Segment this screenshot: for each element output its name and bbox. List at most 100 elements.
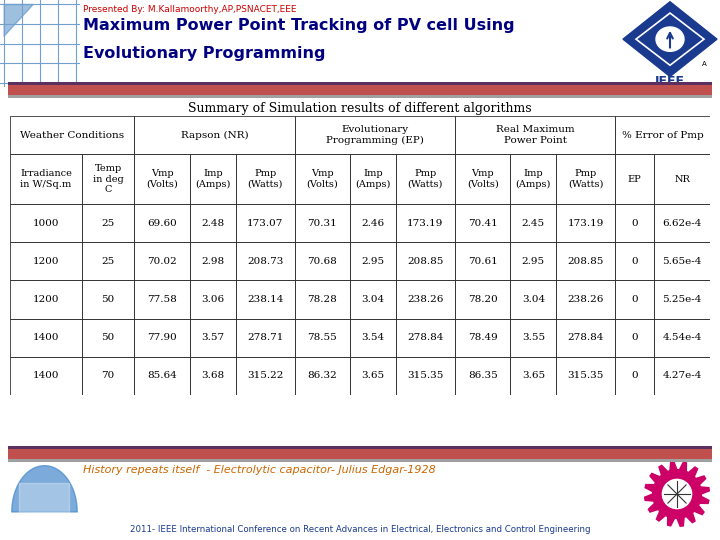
Text: 50: 50 — [102, 333, 114, 342]
Text: 315.35: 315.35 — [567, 372, 604, 380]
Bar — [350, 204, 396, 242]
Text: 1200: 1200 — [32, 295, 59, 304]
Text: Imp
(Amps): Imp (Amps) — [516, 169, 551, 189]
Polygon shape — [644, 462, 709, 526]
Bar — [190, 319, 235, 357]
Text: 77.90: 77.90 — [147, 333, 177, 342]
Text: 3.54: 3.54 — [361, 333, 384, 342]
Bar — [10, 319, 82, 357]
Bar — [135, 280, 190, 319]
Text: 70: 70 — [102, 372, 114, 380]
Bar — [455, 154, 510, 204]
Text: 173.19: 173.19 — [408, 219, 444, 227]
Text: % Error of Pmp: % Error of Pmp — [621, 131, 703, 139]
Bar — [135, 154, 190, 204]
Bar — [135, 204, 190, 242]
Text: Pmp
(Watts): Pmp (Watts) — [248, 170, 283, 188]
Bar — [455, 319, 510, 357]
Bar — [190, 154, 235, 204]
Text: 1200: 1200 — [32, 257, 59, 266]
Bar — [557, 319, 615, 357]
Bar — [294, 319, 350, 357]
Bar — [190, 242, 235, 280]
Bar — [510, 154, 557, 204]
Bar — [10, 242, 82, 280]
Bar — [294, 204, 350, 242]
Text: 25: 25 — [102, 257, 114, 266]
Text: 5.25e-4: 5.25e-4 — [662, 295, 702, 304]
Text: Vmp
(Volts): Vmp (Volts) — [146, 170, 178, 188]
Bar — [294, 204, 350, 242]
Bar — [294, 154, 350, 204]
Text: 70.02: 70.02 — [147, 257, 177, 266]
Bar — [615, 116, 710, 154]
Bar — [615, 116, 710, 154]
Text: Maximum Power Point Tracking of PV cell Using: Maximum Power Point Tracking of PV cell … — [83, 18, 515, 33]
Bar — [350, 204, 396, 242]
Bar — [615, 280, 654, 319]
Text: Irradiance
in W/Sq.m: Irradiance in W/Sq.m — [20, 170, 72, 188]
Bar — [82, 204, 135, 242]
Bar — [396, 204, 455, 242]
Bar — [10, 280, 82, 319]
Bar — [510, 280, 557, 319]
Bar — [350, 319, 396, 357]
Bar — [294, 357, 350, 395]
Bar — [654, 280, 710, 319]
Bar — [350, 154, 396, 204]
Bar — [510, 154, 557, 204]
Bar — [294, 280, 350, 319]
Text: 3.06: 3.06 — [202, 295, 225, 304]
Bar — [82, 357, 135, 395]
Bar — [396, 204, 455, 242]
Bar — [10, 204, 82, 242]
Bar — [10, 357, 82, 395]
Text: 0: 0 — [631, 333, 638, 342]
Text: 86.32: 86.32 — [307, 372, 337, 380]
Bar — [190, 280, 235, 319]
Bar — [10, 280, 82, 319]
Bar — [654, 154, 710, 204]
Text: 25: 25 — [102, 219, 114, 227]
Bar — [294, 280, 350, 319]
Bar — [396, 280, 455, 319]
Text: Pmp
(Watts): Pmp (Watts) — [408, 170, 443, 188]
Text: 3.68: 3.68 — [202, 372, 225, 380]
Bar — [190, 154, 235, 204]
Bar — [235, 242, 294, 280]
Text: 173.19: 173.19 — [567, 219, 604, 227]
Text: Temp
in deg
C: Temp in deg C — [93, 164, 124, 194]
Bar — [654, 242, 710, 280]
Bar — [615, 319, 654, 357]
Bar — [294, 116, 455, 154]
Bar — [294, 242, 350, 280]
Text: EP: EP — [628, 174, 642, 184]
Bar — [235, 280, 294, 319]
Bar — [396, 357, 455, 395]
Text: 2.98: 2.98 — [202, 257, 225, 266]
Text: 2.95: 2.95 — [361, 257, 384, 266]
Bar — [654, 319, 710, 357]
Text: 3.65: 3.65 — [522, 372, 545, 380]
Bar — [396, 154, 455, 204]
Bar — [557, 242, 615, 280]
Bar — [135, 242, 190, 280]
Text: 5.65e-4: 5.65e-4 — [662, 257, 702, 266]
Text: 3.04: 3.04 — [522, 295, 545, 304]
Circle shape — [656, 27, 684, 51]
Text: 0: 0 — [631, 219, 638, 227]
Bar — [396, 319, 455, 357]
Bar — [455, 357, 510, 395]
Bar — [350, 242, 396, 280]
Bar — [615, 357, 654, 395]
Text: Pmp
(Watts): Pmp (Watts) — [568, 170, 603, 188]
Text: 315.35: 315.35 — [408, 372, 444, 380]
Bar — [82, 319, 135, 357]
Bar — [654, 204, 710, 242]
Bar — [510, 280, 557, 319]
Text: Summary of Simulation results of different algorithms: Summary of Simulation results of differe… — [188, 102, 532, 115]
Bar — [135, 116, 294, 154]
Bar — [82, 154, 135, 204]
Bar — [557, 280, 615, 319]
Text: 78.55: 78.55 — [307, 333, 337, 342]
